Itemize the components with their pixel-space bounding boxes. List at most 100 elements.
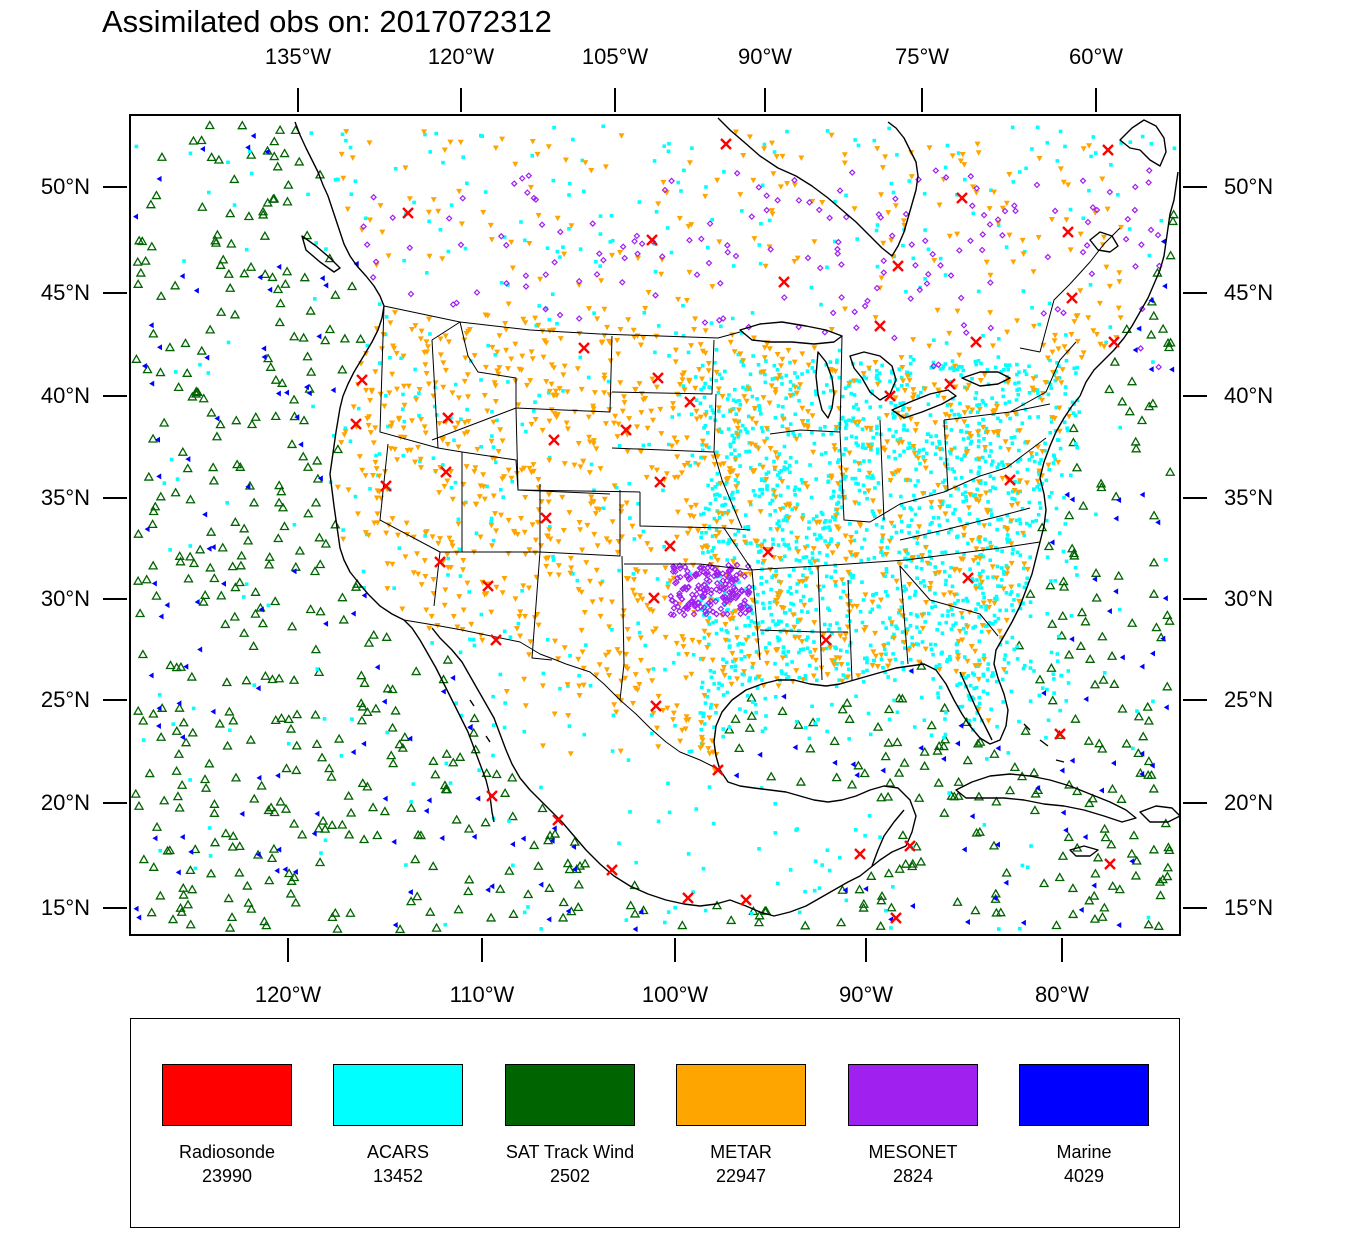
metar-marker [946, 330, 953, 337]
sat-track-wind-marker [1153, 921, 1164, 930]
metar-marker [934, 307, 941, 314]
acars-marker [968, 442, 973, 446]
metar-marker [372, 459, 379, 466]
mesonet-marker [693, 271, 701, 279]
sat-track-wind-marker [209, 807, 220, 817]
mesonet-marker [842, 213, 850, 221]
sat-track-wind-marker [147, 519, 158, 529]
acars-marker [971, 697, 976, 701]
marine-marker [1155, 519, 1161, 526]
acars-marker [1045, 687, 1049, 692]
acars-marker [813, 389, 818, 393]
acars-marker [780, 528, 785, 532]
metar-marker [852, 500, 859, 506]
acars-marker [704, 409, 709, 414]
metar-marker [521, 529, 528, 536]
acars-marker [1047, 467, 1052, 472]
acars-marker [837, 626, 842, 631]
sat-track-wind-marker [245, 261, 257, 271]
radiosonde-marker [648, 592, 660, 604]
acars-marker [954, 621, 958, 626]
sat-track-wind-marker [137, 236, 148, 246]
acars-marker [739, 359, 744, 364]
sat-track-wind-marker [226, 912, 238, 922]
metar-marker [728, 408, 735, 415]
acars-marker [1073, 565, 1078, 570]
sat-track-wind-marker [1076, 607, 1088, 617]
acars-marker [749, 541, 753, 545]
metar-marker [976, 406, 983, 413]
sat-track-wind-marker [1067, 909, 1079, 919]
acars-marker [719, 430, 724, 434]
radiosonde-marker [1066, 292, 1078, 304]
mesonet-marker [1154, 231, 1162, 239]
metar-marker [453, 550, 460, 556]
acars-marker [741, 363, 746, 367]
metar-marker [753, 420, 760, 427]
acars-marker [459, 713, 464, 718]
acars-marker [891, 434, 895, 439]
sat-track-wind-marker [991, 907, 1002, 917]
metar-marker [432, 469, 439, 475]
left-lat-label: 50°N [40, 174, 90, 199]
acars-marker [702, 722, 707, 726]
mesonet-marker [738, 604, 746, 612]
metar-marker [693, 408, 700, 415]
metar-marker [462, 355, 469, 361]
marine-marker [1063, 827, 1069, 834]
marine-marker [264, 148, 270, 155]
acars-marker [945, 518, 950, 523]
acars-marker [545, 637, 550, 642]
acars-marker [764, 359, 768, 363]
acars-marker [916, 394, 920, 398]
acars-marker [1049, 491, 1054, 495]
metar-marker [865, 442, 872, 449]
metar-marker [797, 617, 804, 624]
marine-marker [133, 905, 139, 912]
acars-marker [924, 439, 929, 444]
sat-track-wind-marker [537, 803, 548, 813]
acars-marker [1159, 218, 1164, 223]
metar-marker [712, 553, 719, 560]
acars-marker [727, 393, 731, 397]
metar-marker [800, 677, 807, 683]
mesonet-marker [538, 221, 546, 229]
acars-marker [861, 417, 866, 421]
acars-marker [944, 710, 948, 715]
acars-marker [977, 701, 982, 706]
mesonet-markers [360, 167, 1163, 619]
acars-marker [1010, 603, 1014, 607]
metar-marker [737, 351, 744, 357]
acars-marker [976, 289, 981, 294]
acars-marker [699, 727, 704, 732]
acars-marker [998, 419, 1003, 423]
acars-marker [1026, 865, 1030, 870]
acars-marker [1063, 144, 1067, 149]
acars-marker [949, 627, 954, 631]
acars-marker [1006, 751, 1011, 755]
metar-marker [388, 423, 395, 430]
metar-marker [576, 520, 583, 526]
acars-marker [995, 724, 999, 729]
metar-marker [1004, 571, 1011, 577]
sat-track-wind-marker [223, 893, 234, 903]
sat-track-wind-marker [1109, 679, 1120, 689]
sat-track-wind-marker [886, 902, 897, 912]
sat-track-wind-marker [148, 862, 159, 871]
acars-marker [1065, 428, 1070, 433]
acars-marker [314, 241, 318, 245]
acars-marker [733, 448, 737, 453]
acars-marker [756, 362, 761, 367]
acars-marker [498, 672, 503, 677]
metar-marker [632, 387, 639, 393]
sat-track-wind-marker [199, 774, 211, 784]
acars-marker [828, 623, 832, 627]
marine-marker [188, 848, 194, 855]
marine-marker [350, 610, 356, 617]
acars-marker [667, 354, 671, 358]
sat-track-wind-marker [495, 883, 506, 893]
mesonet-marker [767, 246, 774, 253]
mesonet-marker [804, 254, 812, 262]
sat-track-wind-marker [949, 791, 960, 801]
lake-huron [849, 351, 897, 401]
